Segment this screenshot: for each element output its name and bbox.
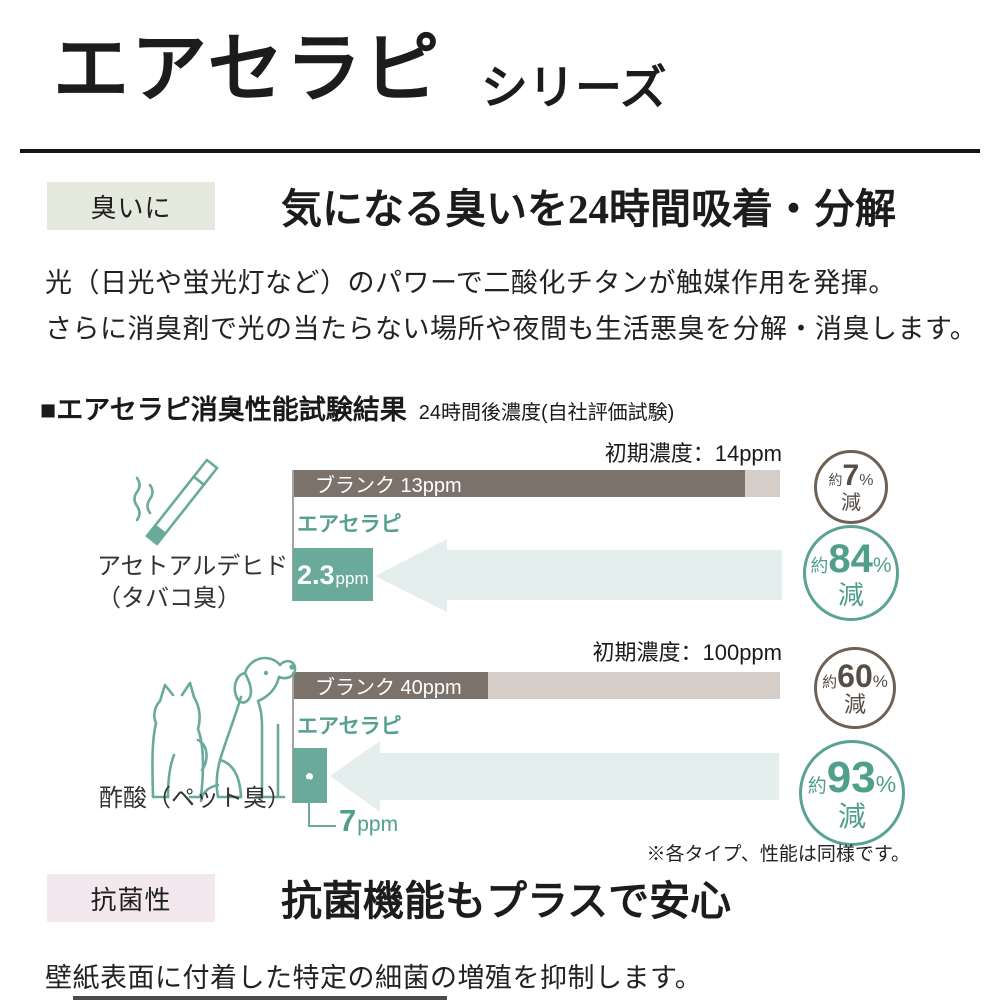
leader-line-vertical [308,779,310,827]
chart-group-label: アセトアルデヒド [97,553,289,580]
antibacterial-headline: 抗菌機能もプラスで安心 [281,878,732,924]
cigarette-icon [133,458,219,546]
antibacterial-body: 壁紙表面に付着した特定の細菌の増殖を抑制します。 [45,963,703,993]
title-divider [20,149,980,153]
chart-axis-line [292,470,294,601]
odor-body-line1: 光（日光や蛍光灯など）のパワーで二酸化チタンが触媒作用を発揮。 [45,268,896,298]
initial-concentration-label: 初期濃度：14ppm [604,441,782,466]
cropped-next-section-bar [73,996,447,1000]
initial-concentration-label: 初期濃度：100ppm [592,640,782,665]
blank-bar-fill: ブランク 13ppm [293,470,745,497]
page-title-series: シリーズ [481,61,667,114]
chart-axis-line [292,672,294,803]
reduction-arrow-icon [330,741,779,812]
blank-reduction-badge: 約 7% 減 [814,450,888,524]
aircerapi-bar-unit: ppm [335,569,369,588]
aircerapi-reduction-badge: 約 93% 減 [799,740,905,846]
aircerapi-reduction-badge: 約 84% 減 [803,525,899,621]
blank-reduction-badge: 約 60% 減 [814,647,896,729]
aircerapi-bar-value: 2.3 [297,560,335,590]
chart-group-label: 酢酸（ペット臭） [99,785,291,812]
page-title: エアセラピ [53,27,442,112]
aircerapi-bar-value-label: 7 ppm [339,803,399,838]
leader-dot [306,773,313,780]
blank-bar-label: ブランク 40ppm [315,677,462,699]
dog-cat-icon [151,656,297,803]
reduction-arrow-icon [375,539,782,612]
chart-group-sublabel: （タバコ臭） [97,585,241,612]
results-heading-note: 24時間後濃度(自社評価試験) [418,402,675,424]
aircerapi-bar: 2.3 ppm [293,548,373,601]
odor-badge: 臭いに [47,182,215,230]
aircerapi-series-label: エアセラピ [297,513,402,536]
results-heading: ■エアセラピ消臭性能試験結果 24時間後濃度(自社評価試験) [40,388,674,427]
antibacterial-badge: 抗菌性 [47,874,215,922]
odor-headline: 気になる臭いを24時間吸着・分解 [281,186,896,232]
results-footnote: ※各タイプ、性能は同様です。 [646,844,910,865]
leader-line-horizontal [308,825,336,827]
blank-bar: ブランク 13ppm [293,470,780,497]
blank-bar: ブランク 40ppm [293,672,780,699]
aircerapi-series-label: エアセラピ [297,715,402,738]
results-heading-title: ■エアセラピ消臭性能試験結果 [40,395,407,425]
blank-bar-label: ブランク 13ppm [315,475,462,497]
odor-body-line2: さらに消臭剤で光の当たらない場所や夜間も生活悪臭を分解・消臭します。 [45,314,978,344]
blank-bar-fill: ブランク 40ppm [293,672,488,699]
